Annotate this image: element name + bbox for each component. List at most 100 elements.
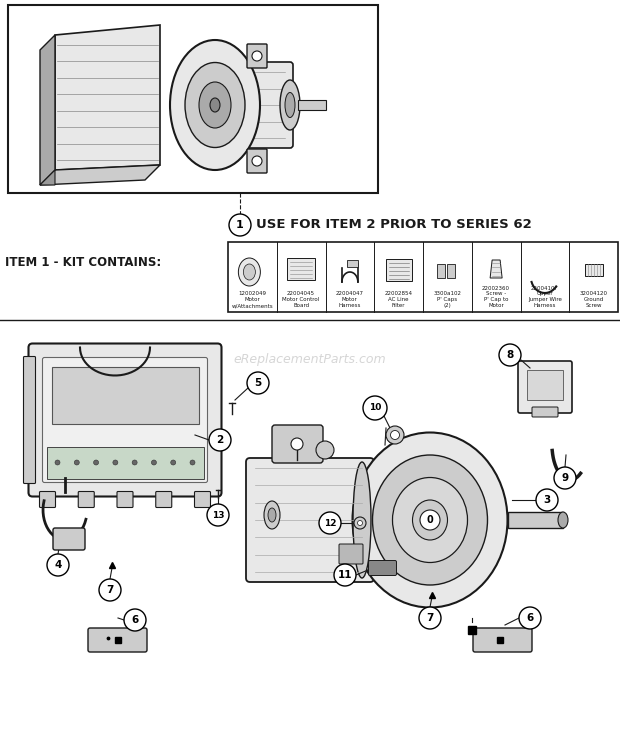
Circle shape xyxy=(151,460,156,465)
Text: 3300a102
P' Caps
(2): 3300a102 P' Caps (2) xyxy=(433,292,461,308)
Polygon shape xyxy=(40,165,160,185)
Polygon shape xyxy=(40,170,55,185)
FancyBboxPatch shape xyxy=(192,62,293,148)
Text: 8: 8 xyxy=(507,350,513,360)
Circle shape xyxy=(209,429,231,451)
Circle shape xyxy=(94,460,99,465)
Circle shape xyxy=(47,554,69,576)
Circle shape xyxy=(252,156,262,166)
Text: 9: 9 xyxy=(562,473,569,483)
Text: 22004045
Motor Control
Board: 22004045 Motor Control Board xyxy=(283,292,320,308)
Text: 0: 0 xyxy=(427,515,433,525)
FancyBboxPatch shape xyxy=(247,44,267,68)
FancyBboxPatch shape xyxy=(156,491,172,507)
Text: eReplacementParts.com: eReplacementParts.com xyxy=(234,354,386,366)
Text: 22004047
Motor
Harness: 22004047 Motor Harness xyxy=(336,292,364,308)
Circle shape xyxy=(536,489,558,511)
FancyBboxPatch shape xyxy=(53,528,85,550)
Text: 3: 3 xyxy=(543,495,551,505)
FancyBboxPatch shape xyxy=(298,100,326,110)
Text: 10: 10 xyxy=(369,404,381,412)
Ellipse shape xyxy=(170,40,260,170)
Ellipse shape xyxy=(199,82,231,128)
Ellipse shape xyxy=(424,513,436,527)
Circle shape xyxy=(420,510,440,530)
Bar xyxy=(386,259,412,281)
Text: 22002360
Screw -
P' Cap to
Motor: 22002360 Screw - P' Cap to Motor xyxy=(482,286,510,308)
Ellipse shape xyxy=(238,258,260,286)
Circle shape xyxy=(55,460,60,465)
Bar xyxy=(437,264,445,278)
Ellipse shape xyxy=(392,477,467,562)
Text: 4: 4 xyxy=(55,560,61,570)
Bar xyxy=(228,242,618,312)
Text: 2: 2 xyxy=(216,435,224,445)
Ellipse shape xyxy=(353,433,508,607)
FancyBboxPatch shape xyxy=(29,344,221,496)
Text: 6: 6 xyxy=(131,615,139,625)
FancyBboxPatch shape xyxy=(24,357,35,483)
Circle shape xyxy=(124,609,146,631)
FancyBboxPatch shape xyxy=(473,628,532,652)
Ellipse shape xyxy=(412,500,448,540)
FancyBboxPatch shape xyxy=(51,366,198,423)
Circle shape xyxy=(363,396,387,420)
Text: 32004120
Ground
Screw: 32004120 Ground Screw xyxy=(580,292,608,308)
Circle shape xyxy=(229,214,251,236)
Bar xyxy=(448,264,455,278)
Text: 13: 13 xyxy=(212,510,224,520)
Text: 7: 7 xyxy=(106,585,113,595)
Circle shape xyxy=(519,607,541,629)
Circle shape xyxy=(252,51,262,61)
Bar xyxy=(585,264,603,276)
FancyBboxPatch shape xyxy=(78,491,94,507)
Polygon shape xyxy=(40,35,55,185)
Circle shape xyxy=(554,467,576,489)
Ellipse shape xyxy=(373,455,487,585)
Ellipse shape xyxy=(280,80,300,130)
Ellipse shape xyxy=(185,62,245,148)
FancyBboxPatch shape xyxy=(247,149,267,173)
Circle shape xyxy=(207,504,229,526)
Ellipse shape xyxy=(264,501,280,529)
Ellipse shape xyxy=(244,264,255,280)
Text: 12002049
Motor
w/Attachments: 12002049 Motor w/Attachments xyxy=(231,292,273,308)
Text: 5: 5 xyxy=(254,378,262,388)
Ellipse shape xyxy=(386,426,404,444)
Text: 7: 7 xyxy=(427,613,433,623)
Ellipse shape xyxy=(391,431,399,439)
Polygon shape xyxy=(55,25,160,170)
Ellipse shape xyxy=(358,520,363,526)
FancyBboxPatch shape xyxy=(368,561,397,575)
FancyBboxPatch shape xyxy=(272,425,323,463)
Ellipse shape xyxy=(285,93,295,118)
Text: 11: 11 xyxy=(338,570,352,580)
Circle shape xyxy=(319,512,341,534)
Text: 2200410F
Upper
Jumper Wire
Harness: 2200410F Upper Jumper Wire Harness xyxy=(528,286,562,308)
Circle shape xyxy=(170,460,175,465)
FancyBboxPatch shape xyxy=(246,458,374,582)
FancyBboxPatch shape xyxy=(40,491,56,507)
FancyBboxPatch shape xyxy=(518,361,572,413)
FancyBboxPatch shape xyxy=(46,447,203,479)
Ellipse shape xyxy=(268,508,276,522)
Text: USE FOR ITEM 2 PRIOR TO SERIES 62: USE FOR ITEM 2 PRIOR TO SERIES 62 xyxy=(256,219,532,232)
Circle shape xyxy=(74,460,79,465)
FancyBboxPatch shape xyxy=(195,491,211,507)
Circle shape xyxy=(132,460,137,465)
Bar xyxy=(347,260,358,267)
Text: 12: 12 xyxy=(324,518,336,528)
FancyBboxPatch shape xyxy=(508,512,563,528)
Bar xyxy=(8,5,378,193)
Text: 6: 6 xyxy=(526,613,534,623)
Polygon shape xyxy=(490,260,502,278)
Circle shape xyxy=(190,460,195,465)
Text: 22002854
AC Line
Filter: 22002854 AC Line Filter xyxy=(384,292,413,308)
FancyBboxPatch shape xyxy=(43,357,208,482)
Text: ITEM 1 - KIT CONTAINS:: ITEM 1 - KIT CONTAINS: xyxy=(5,257,161,270)
Ellipse shape xyxy=(353,462,371,578)
Ellipse shape xyxy=(316,441,334,459)
FancyBboxPatch shape xyxy=(527,370,563,400)
Ellipse shape xyxy=(558,512,568,528)
Ellipse shape xyxy=(354,517,366,529)
